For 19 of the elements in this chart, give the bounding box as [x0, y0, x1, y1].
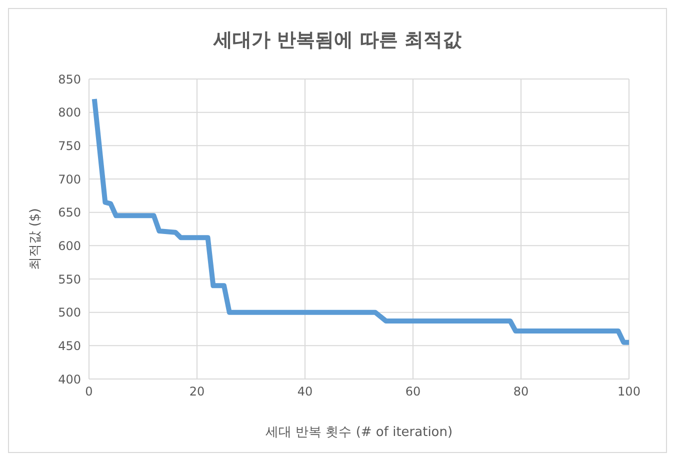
- y-tick-label: 450: [58, 338, 81, 353]
- y-tick-label: 400: [58, 372, 81, 386]
- x-tick-label: 0: [85, 384, 93, 399]
- y-tick-label: 600: [58, 238, 81, 253]
- y-tick-label: 850: [58, 72, 81, 86]
- y-tick-label: 500: [58, 306, 81, 320]
- y-tick-label: 800: [58, 106, 81, 120]
- y-tick-label: 650: [58, 206, 81, 220]
- x-tick-label: 80: [513, 384, 529, 399]
- chart-title: 세대가 반복됨에 따른 최적값: [212, 28, 462, 53]
- y-tick-label: 700: [58, 172, 81, 186]
- x-axis-title: 세대 반복 횟수 (# of iteration): [264, 424, 454, 441]
- x-tick-label: 60: [405, 384, 421, 399]
- y-axis-title: 최적값 ($): [27, 208, 44, 270]
- y-tick-label: 750: [58, 138, 81, 153]
- y-tick-label: 550: [58, 272, 81, 286]
- x-tick-label: 100: [618, 384, 640, 399]
- x-tick-label: 40: [297, 384, 313, 399]
- x-tick-label: 20: [189, 384, 205, 399]
